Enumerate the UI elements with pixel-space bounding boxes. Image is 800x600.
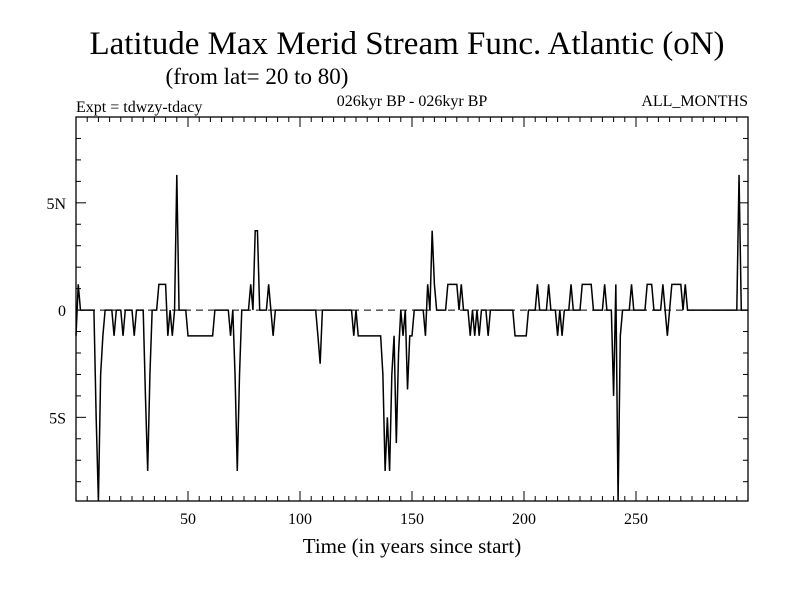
y-tick-label: 5S — [49, 410, 66, 427]
y-tick-label: 5N — [46, 196, 66, 213]
axis-ticks — [76, 116, 748, 501]
x-tick-label: 250 — [624, 511, 648, 528]
tick-labels: 50 100 150 200 250 5N 0 5S — [46, 196, 648, 528]
x-tick-label: 50 — [180, 511, 196, 528]
x-tick-label: 200 — [512, 511, 536, 528]
period-label: 026kyr BP - 026kyr BP — [337, 93, 488, 110]
plot-frame — [75, 116, 749, 502]
x-tick-label: 150 — [400, 511, 424, 528]
expt-label: Expt = tdwzy-tdacy — [76, 99, 202, 116]
chart-title: Latitude Max Merid Stream Func. Atlantic… — [89, 26, 724, 62]
months-label: ALL_MONTHS — [641, 93, 748, 110]
x-tick-label: 100 — [288, 511, 312, 528]
y-tick-label: 0 — [58, 303, 66, 320]
chart-subtitle: (from lat= 20 to 80) — [166, 64, 349, 89]
x-axis-label: Time (in years since start) — [303, 534, 522, 558]
series-line — [75, 174, 748, 502]
